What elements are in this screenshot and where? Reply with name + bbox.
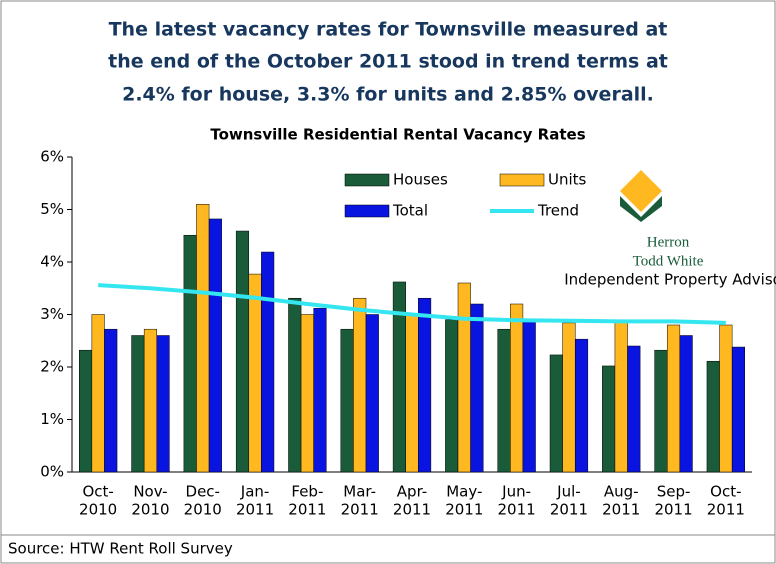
bar [731,346,745,473]
x-tick-label: Oct- [710,483,741,501]
legend-label: Trend [537,202,579,220]
logo-tagline: Independent Property Advisors [564,271,776,289]
x-tick-label: 2010 [131,501,169,519]
x-tick-label: 2011 [288,501,326,519]
logo-diamond [620,170,662,212]
bar [353,297,367,473]
bar [602,365,616,473]
bar [418,297,432,473]
x-tick-label: 2011 [707,501,745,519]
y-tick-label: 3% [40,305,64,323]
bar [79,349,93,473]
y-tick-label: 2% [40,358,64,376]
logo: Herron Todd White Independent Property A… [564,170,776,289]
bar [208,218,222,473]
bar [392,281,406,473]
x-tick-label: 2010 [184,501,222,519]
bar [497,328,511,473]
bar [706,360,720,473]
trend-line [98,283,726,325]
legend-swatch [344,204,390,218]
x-tick-label: 2011 [654,501,692,519]
bar [261,251,275,473]
bar [340,328,354,473]
bar [196,204,210,473]
x-tick-label: Sep- [657,483,691,501]
legend-label: Units [548,171,587,189]
bar [666,324,681,473]
chart-title: Townsville Residential Rental Vacancy Ra… [210,126,585,144]
x-tick-label: 2011 [550,501,588,519]
headline: the end of the October 2011 stood in tre… [108,51,668,73]
x-tick-label: Jan- [240,483,270,501]
x-tick-label: Jun- [501,483,531,501]
bar [235,230,250,473]
bar [143,328,158,473]
x-tick-label: Oct- [82,483,113,501]
y-tick-label: 6% [40,148,64,166]
x-tick-label: 2011 [341,501,379,519]
bar [248,273,262,473]
legend-swatch [344,173,390,187]
bar [313,307,327,473]
x-tick-label: Nov- [133,483,167,501]
bar [562,322,576,473]
x-tick-label: 2011 [445,501,483,519]
bar [300,314,314,473]
bar [614,319,628,473]
x-tick-label: Jul- [556,483,581,501]
bar [104,328,118,473]
bar [131,335,145,473]
legend-label: Total [392,202,428,220]
bar [91,314,105,473]
headline: The latest vacancy rates for Townsville … [109,19,668,41]
x-tick-label: May- [446,483,482,501]
bar [627,345,641,473]
source: Source: HTW Rent Roll Survey [8,540,233,558]
x-tick-label: 2011 [393,501,431,519]
x-tick-label: 2011 [602,501,640,519]
bar [156,335,170,473]
bar [288,297,302,473]
x-tick-label: 2010 [79,501,117,519]
bar [470,303,484,473]
y-tick-label: 1% [40,410,64,428]
x-tick-label: Mar- [343,483,376,501]
bar [405,314,419,473]
bar [510,303,524,473]
logo-chevron [620,196,662,222]
y-tick-label: 5% [40,200,64,218]
bar [445,319,459,473]
headline: 2.4% for house, 3.3% for units and 2.85%… [122,84,654,106]
bar [183,234,197,473]
logo-text: Todd White [633,253,704,269]
bar [574,338,589,473]
bar [654,349,668,473]
bar [549,354,563,473]
legend-label: Houses [393,171,448,189]
bar [522,319,536,473]
bar [719,324,733,473]
x-tick-label: 2011 [236,501,274,519]
bar [457,282,471,473]
x-tick-label: Feb- [291,483,323,501]
bar [679,335,693,473]
y-tick-label: 0% [40,463,64,481]
x-tick-label: Dec- [186,483,220,501]
bar [365,314,379,473]
x-tick-label: 2011 [498,501,536,519]
x-tick-label: Aug- [604,483,639,501]
logo-text: Herron [647,234,690,250]
y-tick-label: 4% [40,253,64,271]
x-tick-label: Apr- [397,483,427,501]
legend-swatch [499,173,545,187]
